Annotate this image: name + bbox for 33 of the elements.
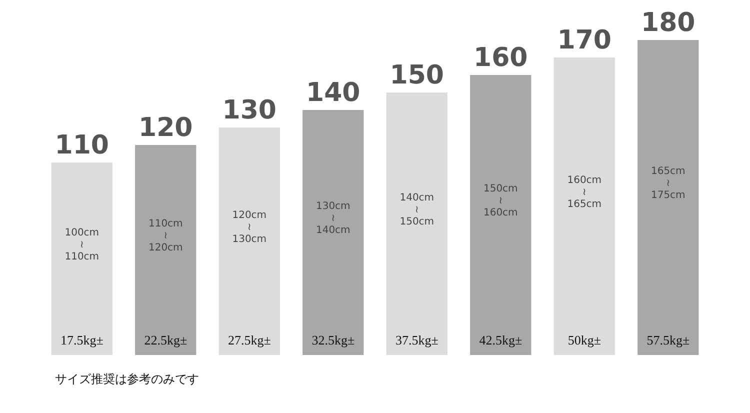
data-label: 180 [640, 8, 696, 38]
data-label: 160 [473, 42, 528, 73]
annotation: 50kg± [568, 332, 601, 348]
annotation: 57.5kg± [646, 332, 690, 348]
bar [302, 110, 364, 355]
x-tick-label: 110cm ≀ 120cm [148, 218, 183, 254]
data-label: 120 [138, 112, 193, 143]
bar [135, 145, 196, 355]
annotation: 42.5kg± [479, 332, 522, 348]
x-tick-label: 120cm ≀ 130cm [232, 210, 267, 245]
x-tick-label: 130cm ≀ 140cm [316, 201, 350, 236]
annotation: 32.5kg± [312, 332, 355, 348]
bar [470, 75, 532, 355]
annotation: 17.5kg± [60, 332, 104, 348]
data-label: 110 [54, 130, 110, 160]
annotation: 27.5kg± [228, 332, 271, 348]
x-tick-label: 100cm ≀ 110cm [64, 227, 100, 262]
annotation: 37.5kg± [395, 332, 438, 348]
bar [638, 40, 699, 355]
bar [386, 92, 448, 355]
data-label: 170 [557, 25, 612, 56]
bar [218, 128, 280, 355]
bar [554, 58, 615, 355]
bar [51, 162, 112, 355]
x-tick-label: 150cm ≀ 160cm [483, 184, 518, 219]
data-label: 130 [222, 95, 277, 126]
x-tick-label: 140cm ≀ 150cm [400, 192, 434, 228]
data-label: 140 [306, 78, 360, 108]
x-tick-label: 160cm ≀ 165cm [567, 174, 602, 210]
text: サイズ推奨は参考のみです [55, 372, 199, 386]
data-label: 150 [390, 60, 444, 90]
x-tick-label: 165cm ≀ 175cm [650, 166, 686, 202]
annotation: 22.5kg± [144, 332, 188, 348]
